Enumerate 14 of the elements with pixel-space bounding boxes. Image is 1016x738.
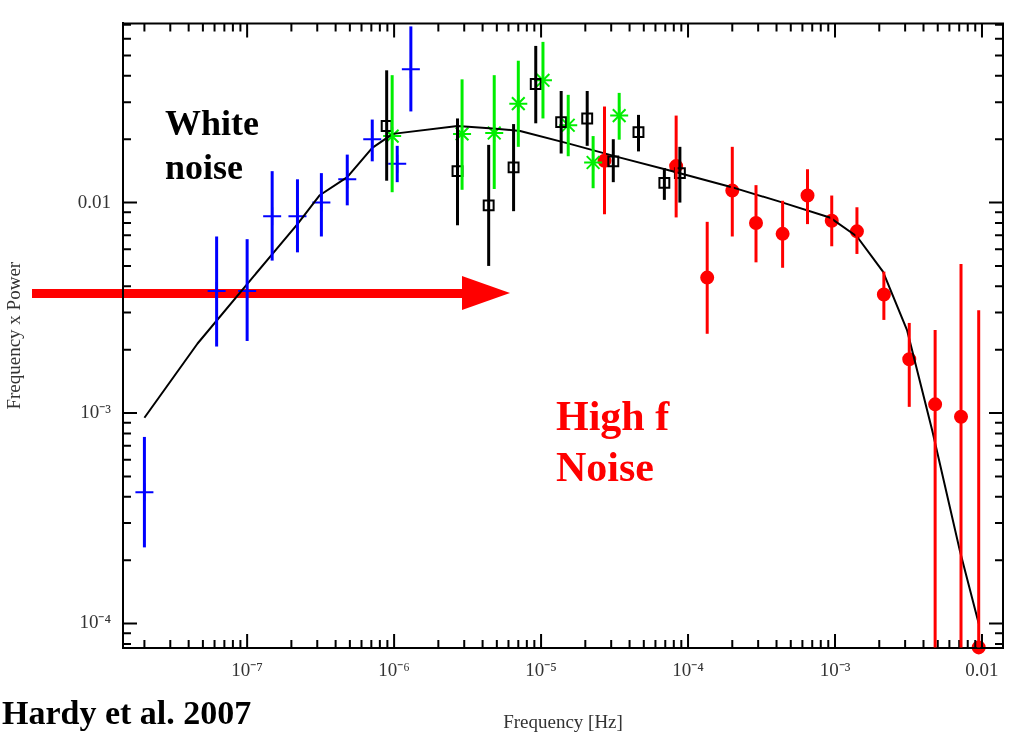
x-tick-label: 10⁻⁴ [672, 659, 705, 681]
y-tick-label: 0.01 [77, 190, 111, 212]
x-tick-label: 10⁻⁶ [378, 659, 410, 681]
y-tick-label: 10⁻⁴ [79, 611, 112, 633]
y-tick-label: 10⁻³ [80, 401, 112, 423]
annotation: High f Noise [556, 393, 671, 491]
x-tick-label: 0.01 [965, 659, 999, 681]
x-tick-label: 10⁻³ [819, 659, 851, 681]
annotation: White noise [165, 103, 260, 187]
x-axis-title: Frequency [Hz] [503, 710, 623, 732]
x-tick-label: 10⁻⁵ [525, 659, 557, 681]
x-tick-label: 10⁻⁷ [231, 659, 263, 681]
text: Hardy et al. 2007 [2, 694, 252, 731]
y-axis-title: Frequency x Power [3, 261, 25, 410]
